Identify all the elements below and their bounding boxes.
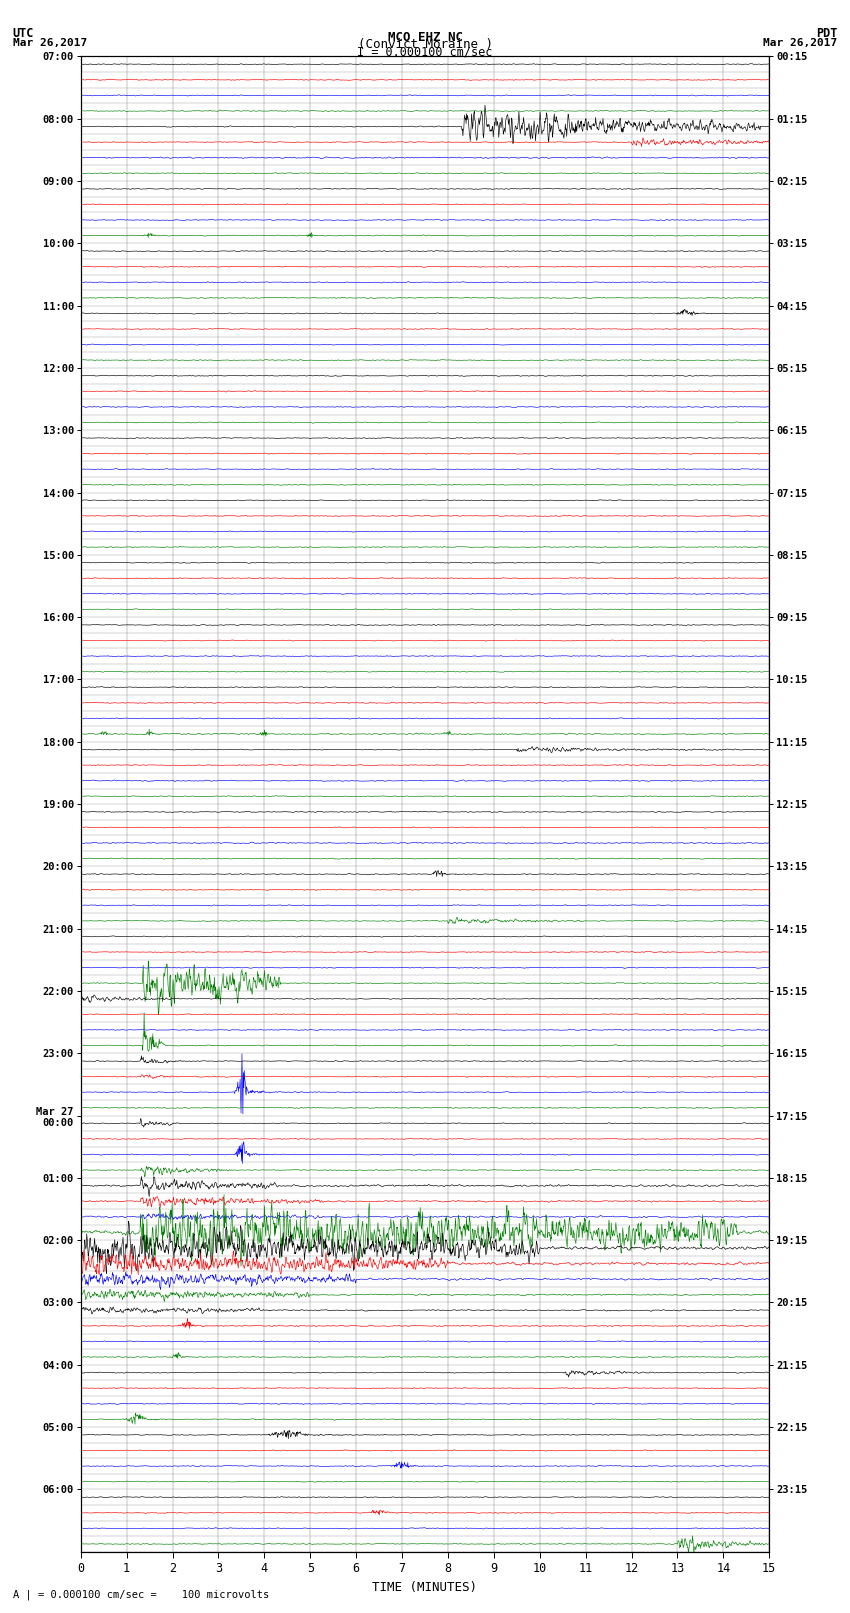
Text: PDT: PDT <box>816 27 837 40</box>
Text: (Convict Moraine ): (Convict Moraine ) <box>358 37 492 50</box>
Text: MCO EHZ NC: MCO EHZ NC <box>388 31 462 44</box>
X-axis label: TIME (MINUTES): TIME (MINUTES) <box>372 1581 478 1594</box>
Text: UTC: UTC <box>13 27 34 40</box>
Text: Mar 26,2017: Mar 26,2017 <box>13 39 87 48</box>
Text: A | = 0.000100 cm/sec =    100 microvolts: A | = 0.000100 cm/sec = 100 microvolts <box>13 1589 269 1600</box>
Text: I = 0.000100 cm/sec: I = 0.000100 cm/sec <box>357 45 493 58</box>
Text: Mar 26,2017: Mar 26,2017 <box>763 39 837 48</box>
